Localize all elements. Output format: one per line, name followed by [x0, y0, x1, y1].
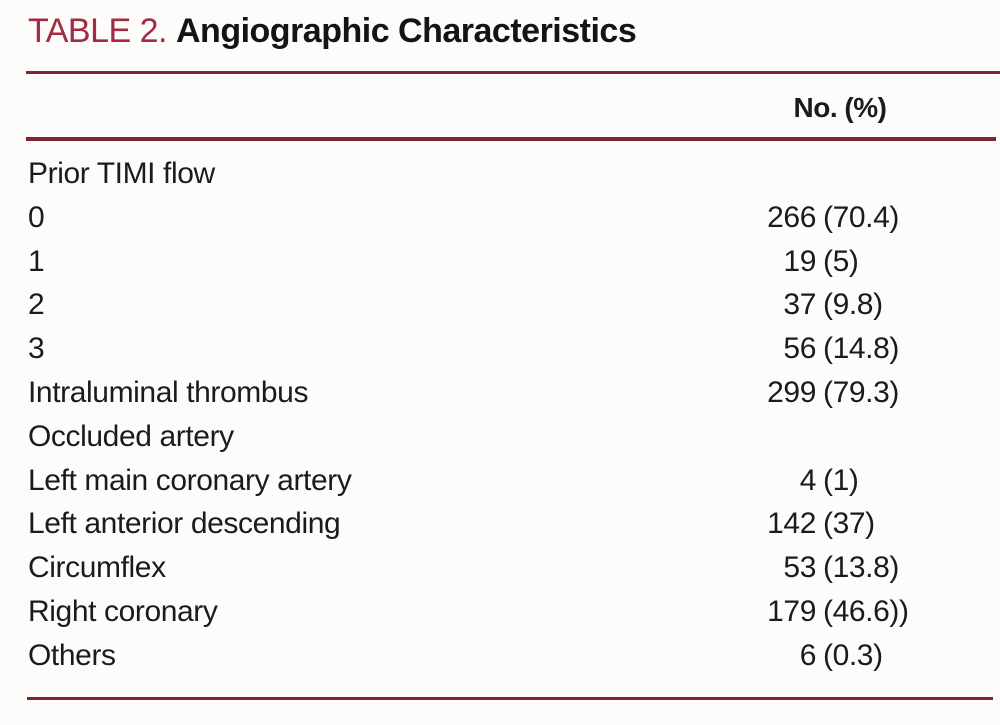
row-label: Circumflex	[28, 551, 166, 585]
table-body: Prior TIMI flow 0 266 (70.4) 1 19 (5) 2 …	[0, 152, 1000, 678]
table-row: 2 37 (9.8)	[0, 283, 1000, 327]
row-value-percent: (14.8)	[823, 332, 899, 366]
row-value-number: 53	[783, 551, 816, 585]
table-number-label: TABLE 2.	[28, 12, 168, 50]
table-row: Left anterior descending 142 (37)	[0, 502, 1000, 546]
row-label: Right coronary	[28, 594, 218, 628]
table-row: 1 19 (5)	[0, 240, 1000, 284]
row-label: Others	[28, 638, 116, 672]
table-row: Intraluminal thrombus 299 (79.3)	[0, 371, 1000, 415]
row-value-number: 266	[767, 200, 816, 234]
table-row: 0 266 (70.4)	[0, 196, 1000, 240]
bottom-rule	[27, 697, 993, 700]
row-value-percent: (13.8)	[823, 551, 899, 585]
row-value-percent: (5)	[823, 244, 859, 278]
row-value-number: 179	[767, 594, 816, 628]
top-rule	[26, 71, 1000, 74]
row-value-number: 6	[799, 638, 817, 672]
column-header-no-pct: No. (%)	[793, 92, 887, 123]
row-label: 2	[28, 288, 45, 322]
table-row: Prior TIMI flow	[0, 152, 1000, 196]
row-value-number: 299	[767, 375, 816, 409]
row-value-number: 19	[783, 244, 816, 278]
row-value-number: 37	[783, 288, 816, 322]
table-title: Angiographic Characteristics	[176, 12, 637, 50]
table-row: Occluded artery	[0, 415, 1000, 459]
row-value-percent: (46.6))	[823, 594, 909, 628]
row-value-number: 56	[783, 332, 816, 366]
table-row: Others 6 (0.3)	[0, 634, 1000, 678]
row-label: Occluded artery	[28, 419, 234, 453]
table-row: Right coronary 179 (46.6))	[0, 590, 1000, 634]
table-caption: TABLE 2. Angiographic Characteristics	[28, 12, 637, 51]
table-row: 3 56 (14.8)	[0, 327, 1000, 371]
row-label: 1	[28, 244, 45, 278]
table-row: Left main coronary artery 4 (1)	[0, 459, 1000, 503]
row-value-percent: (9.8)	[823, 288, 883, 322]
row-value-percent: (79.3)	[823, 375, 899, 409]
header-rule	[26, 137, 996, 141]
row-label: Intraluminal thrombus	[28, 375, 309, 409]
row-label: Prior TIMI flow	[28, 157, 215, 190]
row-value-percent: (70.4)	[823, 200, 899, 234]
row-label: Left main coronary artery	[28, 463, 352, 497]
row-value-number: 142	[767, 507, 816, 541]
table-row: Circumflex 53 (13.8)	[0, 546, 1000, 590]
row-value-percent: (1)	[823, 463, 859, 497]
row-value-number: 4	[799, 463, 817, 497]
row-label: 3	[28, 332, 45, 366]
row-label: 0	[28, 200, 45, 234]
row-label: Left anterior descending	[28, 507, 341, 541]
row-value-percent: (0.3)	[823, 638, 883, 672]
row-value-percent: (37)	[823, 507, 875, 541]
